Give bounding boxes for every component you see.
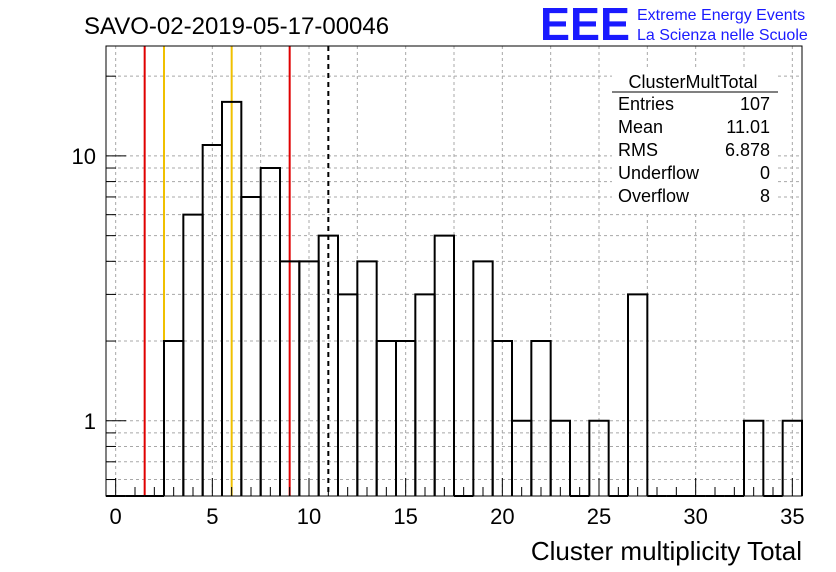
- histogram-bars: [106, 100, 803, 497]
- x-tick-label: 35: [780, 504, 804, 529]
- x-tick-label: 15: [393, 504, 417, 529]
- histogram-bin: [337, 293, 359, 496]
- eee-logo-letters: EEE: [540, 0, 630, 50]
- marker-lines: [143, 46, 330, 496]
- histogram-bin: [627, 293, 649, 496]
- histogram-bin: [530, 340, 552, 496]
- histogram-bin: [356, 260, 378, 496]
- x-tick-label: 25: [587, 504, 611, 529]
- stats-rows: Entries 107 Mean 11.01 RMS 6.878 Underflow 0 Ove…: [618, 94, 770, 206]
- stats-row-value: 6.878: [725, 140, 770, 160]
- y-tick-label: 1: [84, 409, 96, 434]
- plot-frame: [105, 45, 803, 497]
- stats-row-value: 8: [760, 186, 770, 206]
- x-tick-label: 20: [490, 504, 514, 529]
- run-title: SAVO-02-2019-05-17-00046: [84, 13, 389, 40]
- histogram-bin: [433, 234, 455, 496]
- stats-row-label: Mean: [618, 117, 663, 137]
- stats-row-value: 11.01: [726, 117, 770, 137]
- histogram-bin: [375, 340, 397, 496]
- stats-title: ClusterMultTotal: [628, 72, 757, 92]
- stats-row-label: RMS: [618, 140, 658, 160]
- histogram-bin: [549, 419, 571, 496]
- histogram-bin: [414, 293, 436, 496]
- histogram-bin: [588, 419, 610, 496]
- y-tick-label: 10: [72, 144, 96, 169]
- eee-logo: EEE Extreme Energy Events La Scienza nel…: [540, 0, 808, 50]
- stats-row-label: Overflow: [618, 186, 690, 206]
- stats-row-label: Entries: [618, 94, 674, 114]
- stats-box-background: [612, 70, 778, 212]
- stats-row-label: Underflow: [618, 163, 700, 183]
- stats-box: ClusterMultTotal Entries 107 Mean 11.01 RMS 6…: [612, 70, 778, 212]
- histogram-bin: [743, 419, 765, 496]
- x-tick-label: 10: [297, 504, 321, 529]
- x-tick-label: 30: [683, 504, 707, 529]
- eee-logo-line2: La Scienza nelle Scuole: [637, 27, 808, 44]
- stats-row-value: 0: [760, 163, 770, 183]
- axes: 0 5 10 15 20 25 30 35 1 10: [72, 45, 805, 529]
- histogram-bin: [182, 213, 204, 496]
- histogram-bin: [163, 340, 185, 496]
- eee-logo-line1: Extreme Energy Events: [637, 7, 805, 24]
- histogram-bin: [511, 419, 533, 496]
- x-tick-label: 0: [110, 504, 122, 529]
- stats-row-value: 107: [740, 94, 770, 114]
- x-axis-label: Cluster multiplicity Total: [531, 536, 802, 566]
- x-tick-label: 5: [206, 504, 218, 529]
- histogram-bin: [240, 195, 262, 496]
- histogram-bin: [472, 260, 494, 496]
- histogram-bin: [491, 340, 513, 496]
